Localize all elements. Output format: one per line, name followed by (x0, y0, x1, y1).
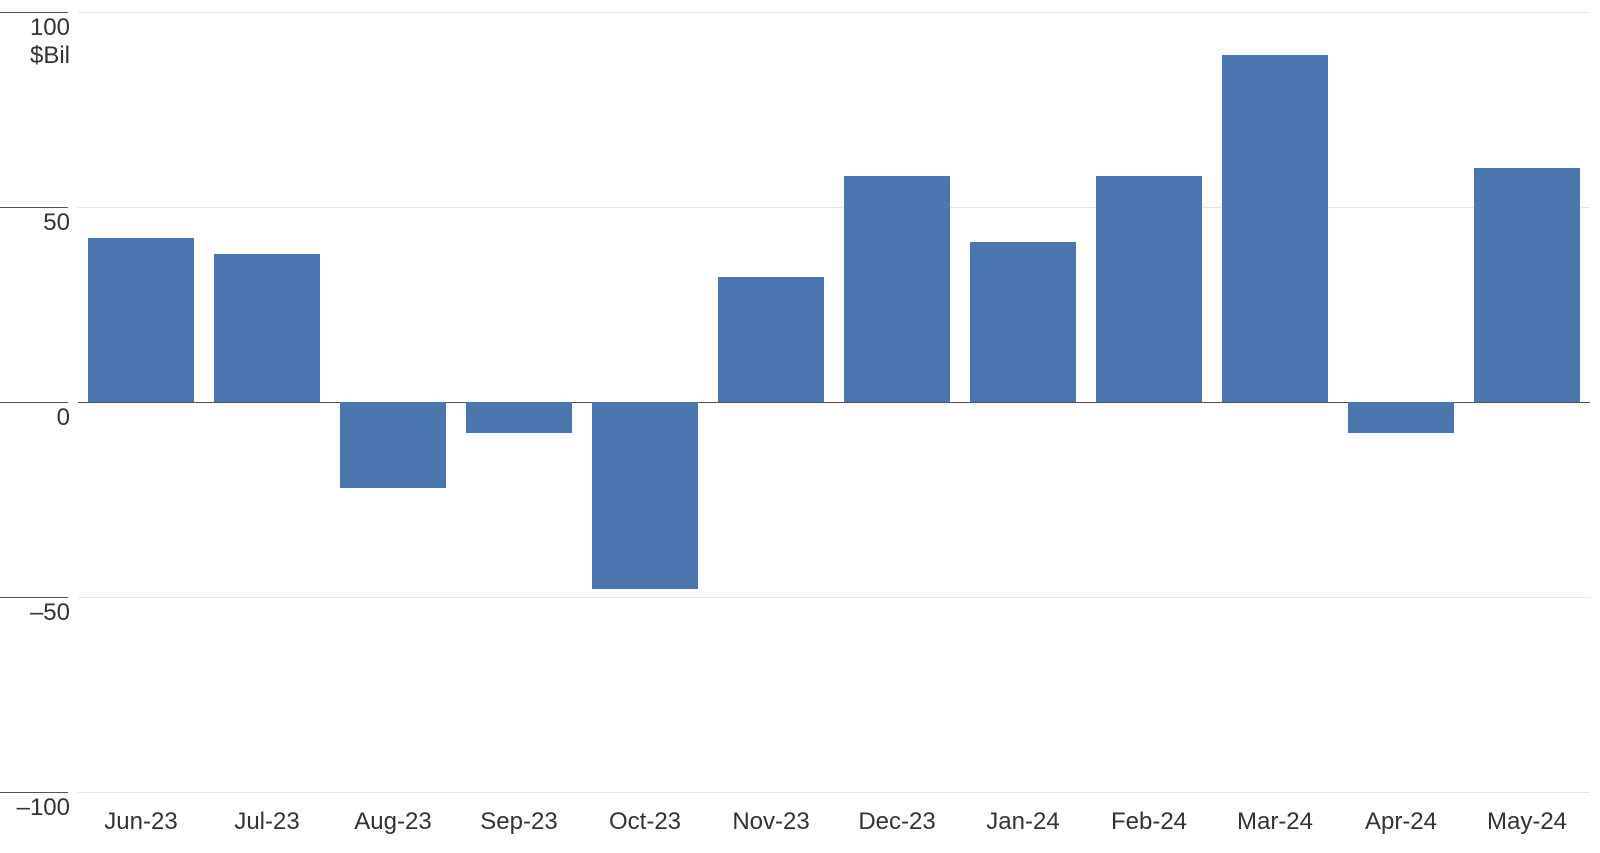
bar (844, 176, 950, 402)
y-tick-label: 0 (0, 404, 70, 432)
bar (592, 402, 698, 589)
gridline (78, 792, 1590, 793)
y-tick-label: 50 (0, 209, 70, 237)
x-axis: Jun-23Jul-23Aug-23Sep-23Oct-23Nov-23Dec-… (78, 808, 1590, 836)
y-tick-mark (0, 402, 68, 403)
bar-slot (330, 12, 456, 792)
bar (718, 277, 824, 402)
y-tick-mark (0, 597, 68, 598)
bar-slot (1338, 12, 1464, 792)
x-tick-label: Feb-24 (1086, 808, 1212, 836)
x-tick-label: Jun-23 (78, 808, 204, 836)
bar-slot (204, 12, 330, 792)
bar-slot (834, 12, 960, 792)
x-tick-label: Jan-24 (960, 808, 1086, 836)
y-axis-unit-label: $Bil (0, 42, 70, 70)
x-tick-label: Oct-23 (582, 808, 708, 836)
bar-slot (456, 12, 582, 792)
y-tick-mark (0, 207, 68, 208)
bar (1348, 402, 1454, 433)
bar (466, 402, 572, 433)
x-tick-label: Aug-23 (330, 808, 456, 836)
x-tick-label: Nov-23 (708, 808, 834, 836)
bar (214, 254, 320, 402)
bar (340, 402, 446, 488)
x-tick-label: Apr-24 (1338, 808, 1464, 836)
y-tick-mark (0, 12, 68, 13)
y-tick-label: –100 (0, 794, 70, 822)
bar (88, 238, 194, 402)
bar-slot (1212, 12, 1338, 792)
bar-slot (708, 12, 834, 792)
y-tick-label: –50 (0, 599, 70, 627)
y-axis: 100 50 0 –50 –100 $Bil (0, 0, 78, 853)
bar (1222, 55, 1328, 402)
bar (1096, 176, 1202, 402)
bar-slot (78, 12, 204, 792)
x-tick-label: Sep-23 (456, 808, 582, 836)
x-tick-label: Mar-24 (1212, 808, 1338, 836)
x-tick-label: Dec-23 (834, 808, 960, 836)
bar-slot (1464, 12, 1590, 792)
bars-container (78, 12, 1590, 792)
bar-slot (1086, 12, 1212, 792)
bar (970, 242, 1076, 402)
y-tick-mark (0, 792, 68, 793)
bar-slot (582, 12, 708, 792)
bar-slot (960, 12, 1086, 792)
y-tick-label: 100 (0, 14, 70, 42)
bar-chart: 100 50 0 –50 –100 $Bil Jun-23Jul-23Aug-23Sep-… (0, 0, 1600, 853)
plot-area (78, 12, 1590, 792)
x-tick-label: May-24 (1464, 808, 1590, 836)
bar (1474, 168, 1580, 402)
x-tick-label: Jul-23 (204, 808, 330, 836)
